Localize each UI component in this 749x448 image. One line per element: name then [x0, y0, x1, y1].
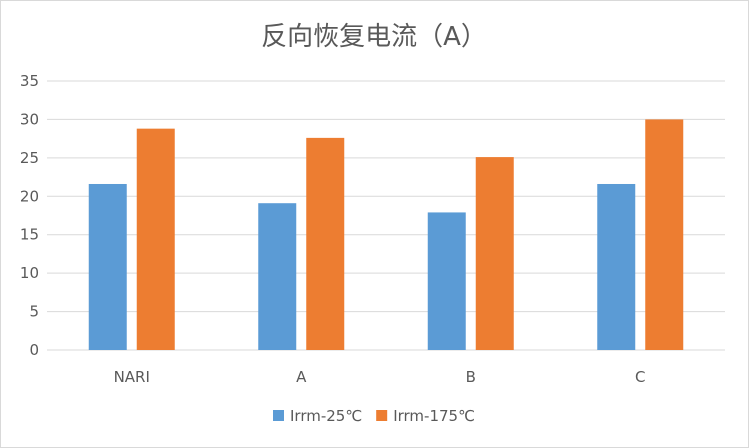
- y-tick-label: 5: [29, 303, 39, 321]
- y-axis-ticks: 0 5 10 15 20 25 30 35: [20, 72, 39, 359]
- bar: [136, 128, 175, 350]
- bars: [88, 119, 684, 350]
- bar: [475, 157, 514, 350]
- y-tick-label: 20: [20, 187, 39, 205]
- y-tick-label: 10: [20, 264, 39, 282]
- legend-swatch: [273, 410, 284, 421]
- bar: [88, 183, 127, 350]
- legend-swatch: [376, 410, 388, 421]
- y-tick-label: 30: [20, 110, 39, 128]
- legend-label: Irrm-175℃: [393, 407, 475, 425]
- bar: [645, 119, 684, 350]
- x-category-label: A: [296, 368, 307, 386]
- legend-label: Irrm-25℃: [290, 407, 362, 425]
- y-tick-label: 15: [20, 226, 39, 244]
- chart-title: 反向恢复电流（A）: [261, 22, 487, 52]
- legend: Irrm-25℃ Irrm-175℃: [273, 407, 475, 425]
- x-category-label: NARI: [114, 368, 150, 386]
- bar: [306, 137, 345, 350]
- x-axis-categories: NARI A B C: [114, 368, 646, 386]
- bar: [597, 183, 636, 350]
- y-tick-label: 0: [29, 341, 39, 359]
- bar: [427, 212, 466, 350]
- bar: [258, 203, 297, 350]
- y-tick-label: 35: [20, 72, 39, 90]
- x-category-label: C: [635, 368, 645, 386]
- x-category-label: B: [466, 368, 476, 386]
- y-tick-label: 25: [20, 149, 39, 167]
